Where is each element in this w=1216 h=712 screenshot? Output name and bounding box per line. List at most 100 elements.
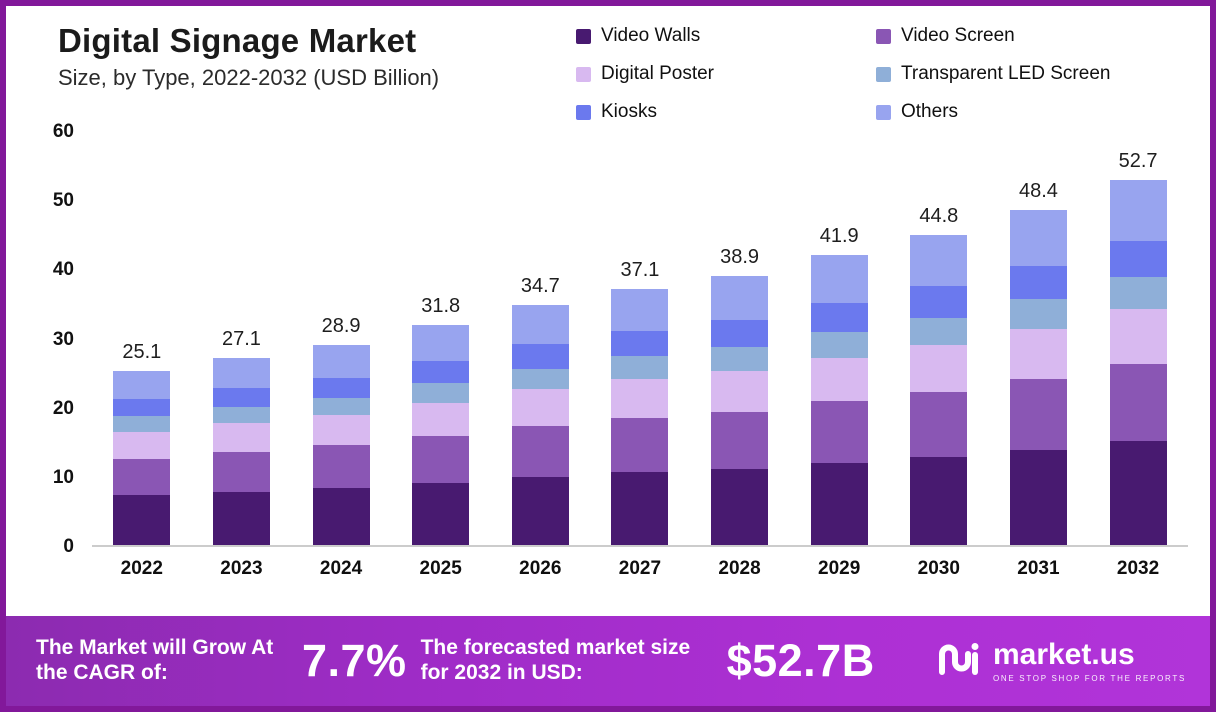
bar-stack [810, 255, 868, 545]
bar-total-label: 25.1 [122, 341, 162, 364]
bar-segment-kiosks [1009, 265, 1067, 299]
bar-segment-video-screen [511, 426, 569, 478]
bar-segment-digital-poster [711, 370, 769, 412]
bar-segment-others [611, 288, 669, 331]
legend-swatch [876, 28, 891, 44]
plot-wrap: 25.1 27.1 28.9 31.8 34.7 37.1 38.9 41.9 44.8 48.4… [92, 132, 1188, 616]
bar-column: 52.7 [1109, 150, 1167, 545]
bar-total-label: 44.8 [919, 205, 959, 228]
bar-segment-video-walls [312, 488, 370, 545]
bar-segment-digital-poster [511, 389, 569, 427]
page-title: Digital Signage Market [58, 22, 417, 59]
x-tick-label: 2023 [220, 558, 263, 579]
y-tick-label: 50 [52, 190, 74, 212]
bar-segment-video-walls [611, 472, 669, 545]
x-tick-label: 2028 [718, 558, 761, 579]
x-tick-label: 2026 [519, 558, 562, 579]
x-tick-label: 2030 [917, 558, 960, 579]
bar-segment-video-walls [212, 491, 270, 545]
x-tick-label: 2022 [120, 558, 163, 579]
bar-total-label: 27.1 [221, 327, 261, 350]
bar-segment-transparent-led-screen [1109, 277, 1167, 310]
bar-segment-digital-poster [910, 344, 968, 392]
legend-label: Kiosks [601, 101, 657, 122]
y-tick-label: 40 [52, 259, 74, 281]
bar-segment-digital-poster [113, 431, 171, 459]
bar-segment-others [711, 275, 769, 321]
bar-segment-others [1109, 180, 1167, 241]
bar-total-label: 37.1 [620, 258, 660, 281]
bar-stack [412, 325, 470, 545]
bar-total-label: 52.7 [1118, 150, 1158, 173]
bar-segment-transparent-led-screen [113, 416, 171, 432]
bar-segment-others [412, 325, 470, 362]
bar-segment-digital-poster [1109, 309, 1167, 364]
bar-segment-video-walls [1109, 441, 1167, 545]
bar-segment-others [511, 304, 569, 345]
legend-item: Video Walls [576, 25, 876, 47]
bar-total-label: 28.9 [321, 315, 361, 338]
legend-item: Digital Poster [576, 63, 876, 85]
brand-tagline: ONE STOP SHOP FOR THE REPORTS [992, 673, 1186, 683]
bar-total-label: 41.9 [819, 225, 859, 248]
forecast-value: $52.7B [726, 635, 875, 686]
brand-name: market.us [992, 637, 1135, 671]
bar-segment-kiosks [910, 286, 968, 318]
bar-segment-kiosks [711, 320, 769, 348]
bar-segment-video-screen [312, 445, 370, 489]
y-tick-label: 60 [52, 121, 74, 142]
bar-total-label: 31.8 [421, 295, 461, 318]
bar-segment-kiosks [212, 387, 270, 407]
legend: Video Walls Video Screen Digital Poster Tra… [576, 22, 1186, 122]
bar-stack [611, 288, 669, 545]
bar-segment-video-screen [810, 401, 868, 463]
plot-area: 25.1 27.1 28.9 31.8 34.7 37.1 38.9 41.9 44.8 48.4… [92, 132, 1188, 547]
bar-stack [113, 371, 171, 545]
bar-segment-kiosks [312, 377, 370, 398]
legend-swatch [876, 104, 891, 120]
brand-text: market.us ONE STOP SHOP FOR THE REPORTS [992, 637, 1186, 683]
bar-segment-digital-poster [611, 379, 669, 418]
bar-segment-others [810, 255, 868, 303]
legend-swatch [876, 66, 891, 82]
bar-stack [711, 275, 769, 545]
legend-label: Digital Poster [601, 63, 714, 84]
bar-segment-digital-poster [1009, 328, 1067, 380]
bar-segment-transparent-led-screen [212, 406, 270, 424]
y-axis: 0 10 20 30 40 50 60 [6, 121, 92, 557]
bar-segment-video-walls [412, 482, 470, 545]
bar-segment-video-screen [412, 435, 470, 483]
bar-segment-kiosks [113, 399, 171, 417]
bars: 25.1 27.1 28.9 31.8 34.7 37.1 38.9 41.9 44.8 48.4… [92, 132, 1188, 545]
bar-column: 37.1 [611, 258, 669, 545]
bar-total-label: 48.4 [1018, 180, 1058, 203]
bar-segment-kiosks [1109, 240, 1167, 278]
bar-stack [312, 345, 370, 545]
legend-label: Video Screen [901, 25, 1015, 46]
marketus-logo: market.us ONE STOP SHOP FOR THE REPORTS [937, 639, 1186, 684]
legend-item: Others [876, 101, 1186, 123]
bar-segment-kiosks [810, 302, 868, 332]
bar-segment-others [312, 345, 370, 378]
bar-column: 31.8 [412, 295, 470, 545]
bar-segment-transparent-led-screen [412, 383, 470, 403]
bar-segment-transparent-led-screen [810, 331, 868, 358]
bar-segment-video-walls [511, 477, 569, 545]
bar-segment-others [113, 371, 171, 400]
chart-subtitle: Size, by Type, 2022-2032 (USD Billion) [58, 65, 440, 90]
bar-segment-transparent-led-screen [910, 317, 968, 345]
legend-swatch [576, 66, 591, 82]
legend-label: Others [901, 101, 959, 122]
bar-segment-video-screen [1009, 379, 1067, 451]
bar-segment-others [910, 235, 968, 287]
forecast-label: The forecasted market size for 2032 in U… [420, 636, 691, 684]
x-tick-label: 2032 [1116, 558, 1160, 579]
bar-column: 28.9 [312, 315, 370, 545]
y-tick-label: 20 [52, 397, 74, 419]
bar-segment-kiosks [611, 330, 669, 357]
x-tick-label: 2029 [818, 558, 861, 579]
cagr-label: The Market will Grow At the CAGR of: [36, 636, 274, 684]
bar-column: 38.9 [711, 246, 769, 545]
bar-column: 41.9 [810, 225, 868, 545]
bar-segment-transparent-led-screen [711, 347, 769, 371]
